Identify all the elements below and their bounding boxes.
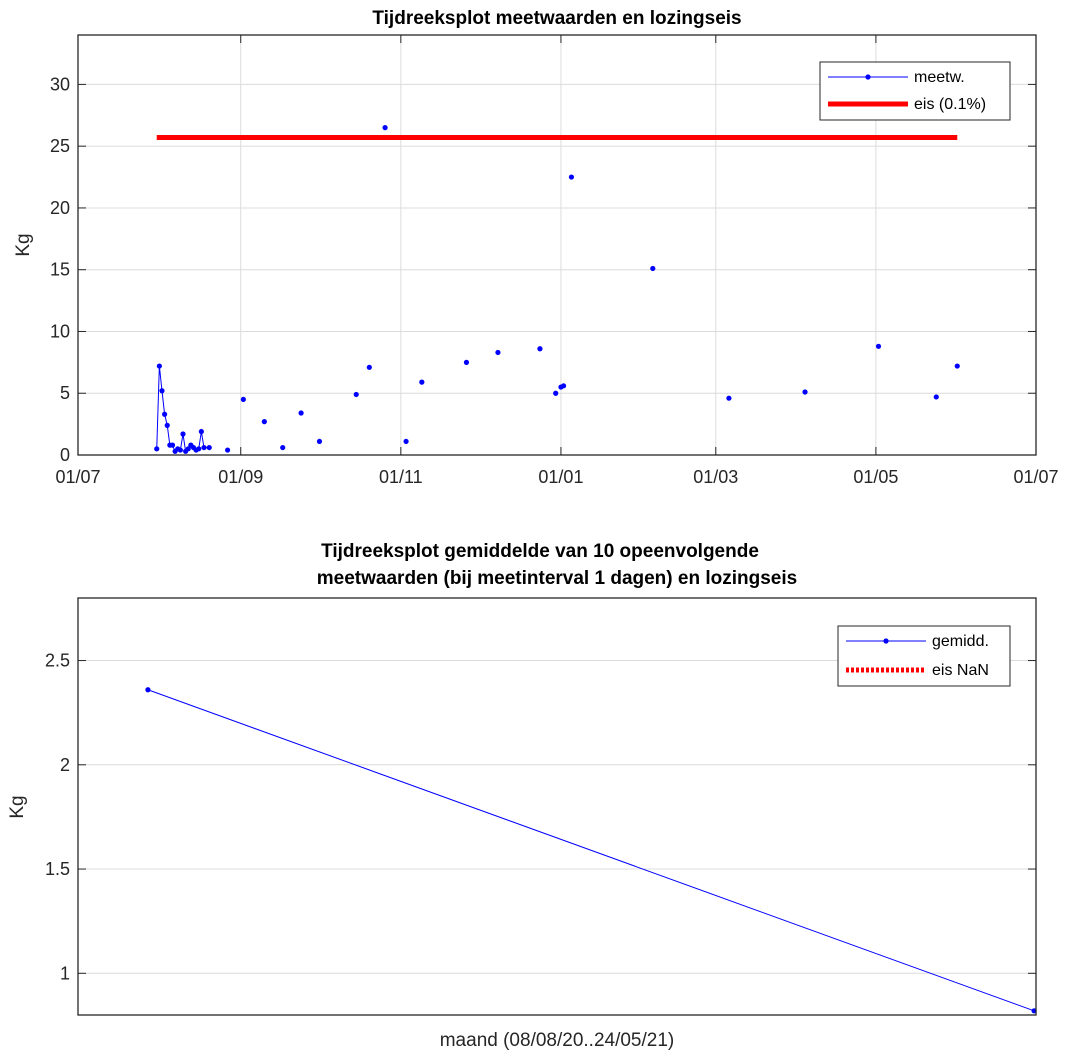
data-point	[185, 446, 191, 452]
data-point	[382, 125, 388, 131]
chart-title: Tijdreeksplot gemiddelde van 10 opeenvol…	[321, 541, 759, 562]
legend-marker-meetw	[865, 74, 871, 80]
legend-box	[819, 61, 1011, 121]
legend-marker-gemidd	[883, 638, 889, 644]
data-point	[164, 422, 170, 428]
data-point	[463, 359, 470, 365]
data-point	[159, 388, 165, 394]
data-point	[280, 444, 286, 451]
legend: gemidd. eis NaN	[837, 625, 1011, 687]
data-point	[726, 395, 732, 401]
data-point	[145, 687, 151, 693]
y-tick-label: 5	[60, 383, 70, 403]
x-tick-label: 01/11	[379, 467, 423, 487]
data-point	[240, 396, 246, 403]
data-point	[162, 411, 168, 417]
data-point	[495, 349, 501, 356]
y-tick-label: 1	[60, 963, 70, 983]
data-point	[180, 431, 186, 437]
plot-data	[154, 125, 960, 454]
chart-title: Tijdreeksplot meetwaarden en lozingseis	[372, 8, 741, 29]
legend-label-meetw: meetw.	[914, 69, 965, 86]
data-point	[316, 438, 323, 445]
y-tick-label: 0	[60, 445, 70, 465]
data-point	[206, 444, 212, 451]
chart-subtitle: meetwaarden (bij meetinterval 1 dagen) e…	[317, 568, 797, 589]
y-tick-label: 25	[50, 136, 70, 156]
ticks: 01/07 01/09 01/11 01/01 01/03 01/05 01/0705101…	[50, 35, 1059, 487]
data-point	[366, 364, 372, 370]
data-point	[403, 438, 409, 445]
y-axis-label: Kg	[13, 233, 34, 256]
data-point	[156, 363, 162, 369]
x-axis-label: maand (08/08/20..24/05/21)	[440, 1030, 675, 1051]
data-point	[177, 447, 183, 453]
data-point	[933, 394, 939, 400]
legend-label-eis: eis NaN	[932, 662, 989, 679]
legend-label-gemidd: gemidd.	[932, 633, 989, 650]
y-tick-label: 1.5	[45, 859, 70, 879]
y-axis-label: Kg	[7, 795, 28, 818]
y-tick-label: 2.5	[45, 651, 70, 671]
axes-box	[77, 597, 1037, 1016]
chart-meetwaarden: 01/07 01/09 01/11 01/01 01/03 01/05 01/0705101…	[13, 8, 1059, 487]
data-point	[553, 390, 559, 396]
data-point	[196, 446, 202, 452]
data-point	[560, 383, 567, 389]
data-point	[650, 265, 656, 272]
y-tick-label: 20	[50, 198, 70, 218]
data-point	[954, 363, 960, 369]
data-point	[875, 343, 882, 349]
data-point	[353, 391, 359, 398]
data-point	[169, 442, 176, 448]
legend: meetw. eis (0.1%)	[819, 61, 1011, 121]
y-tick-label: 30	[50, 74, 70, 94]
data-point	[298, 410, 304, 416]
data-point	[537, 346, 543, 352]
axes-box	[77, 34, 1037, 456]
data-point	[568, 174, 575, 180]
data-point	[154, 446, 160, 452]
x-tick-label: 01/01	[538, 467, 583, 487]
data-point	[419, 379, 425, 385]
data-point	[198, 428, 204, 435]
legend-label-eis: eis (0.1%)	[914, 96, 986, 113]
x-tick-label: 01/09	[218, 467, 263, 487]
series-line	[147, 689, 1035, 1012]
legend-box	[837, 625, 1011, 687]
data-point	[802, 389, 808, 395]
ticks: 1 1.5 2 2.5	[45, 651, 1036, 983]
y-tick-label: 2	[60, 755, 70, 775]
y-tick-label: 15	[50, 260, 70, 280]
x-tick-label: 01/07	[55, 467, 100, 487]
data-point	[225, 447, 231, 453]
x-tick-label: 01/03	[693, 467, 738, 487]
data-point	[261, 419, 267, 425]
x-tick-label: 01/07	[1013, 467, 1058, 487]
data-point	[201, 444, 207, 451]
chart-gemiddelde: 1 1.5 2 2.5 Tijdreeksplot gemiddelde van 10…	[7, 541, 1037, 1051]
y-tick-label: 10	[50, 321, 70, 341]
x-tick-label: 01/05	[853, 467, 898, 487]
